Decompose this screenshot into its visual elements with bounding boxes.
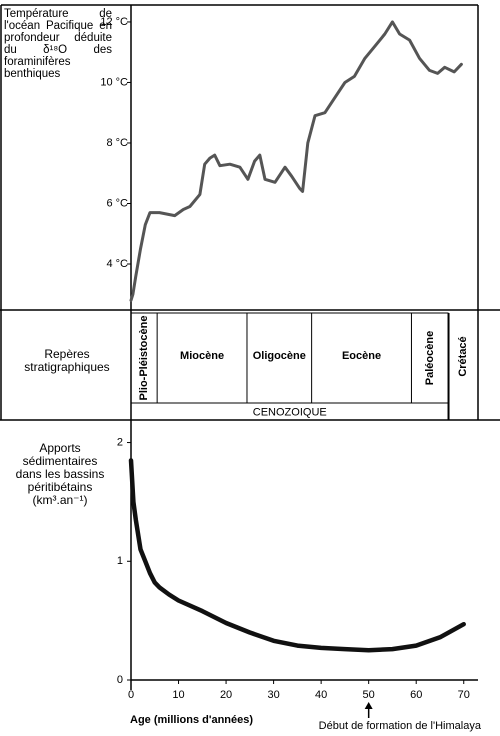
x-axis-label: Age (millions d'années): [130, 714, 253, 726]
x-tick-label: 60: [410, 689, 422, 701]
x-tick-label: 50: [363, 689, 375, 701]
period-label: Miocène: [180, 350, 224, 362]
y-tick-label: 12 °C: [100, 16, 128, 28]
period-label: Paléocène: [424, 331, 436, 385]
y-tick-label: 6 °C: [106, 197, 128, 209]
period-label: Oligocène: [253, 350, 306, 362]
data-line: [128, 458, 466, 653]
y-label: Repères stratigraphiques: [24, 347, 110, 374]
era-label: CENOZOIQUE: [253, 406, 327, 418]
arrow-head: [364, 702, 373, 709]
y-tick-label: 2: [117, 436, 123, 448]
y-tick-label: 4 °C: [106, 258, 128, 270]
annotation: Début de formation de l'Himalaya: [319, 720, 482, 732]
period-label: Plio-Pléistocène: [138, 316, 150, 401]
period-label: Crétacé: [457, 336, 469, 376]
x-tick-label: 0: [128, 689, 134, 701]
y-label: Température de l'océan Pacifique en prof…: [4, 8, 112, 80]
y-label: Apports sédimentaires dans les bassins p…: [15, 441, 105, 507]
period-label: Eocène: [342, 350, 381, 362]
x-tick-label: 70: [458, 689, 470, 701]
y-tick-label: 8 °C: [106, 137, 128, 149]
y-tick-label: 1: [117, 555, 123, 567]
y-tick-label: 0: [117, 674, 123, 686]
x-tick-label: 40: [315, 689, 327, 701]
x-tick-label: 20: [220, 689, 232, 701]
x-tick-label: 30: [267, 689, 279, 701]
data-line: [129, 20, 463, 302]
y-tick-label: 10 °C: [100, 76, 128, 88]
x-tick-label: 10: [172, 689, 184, 701]
